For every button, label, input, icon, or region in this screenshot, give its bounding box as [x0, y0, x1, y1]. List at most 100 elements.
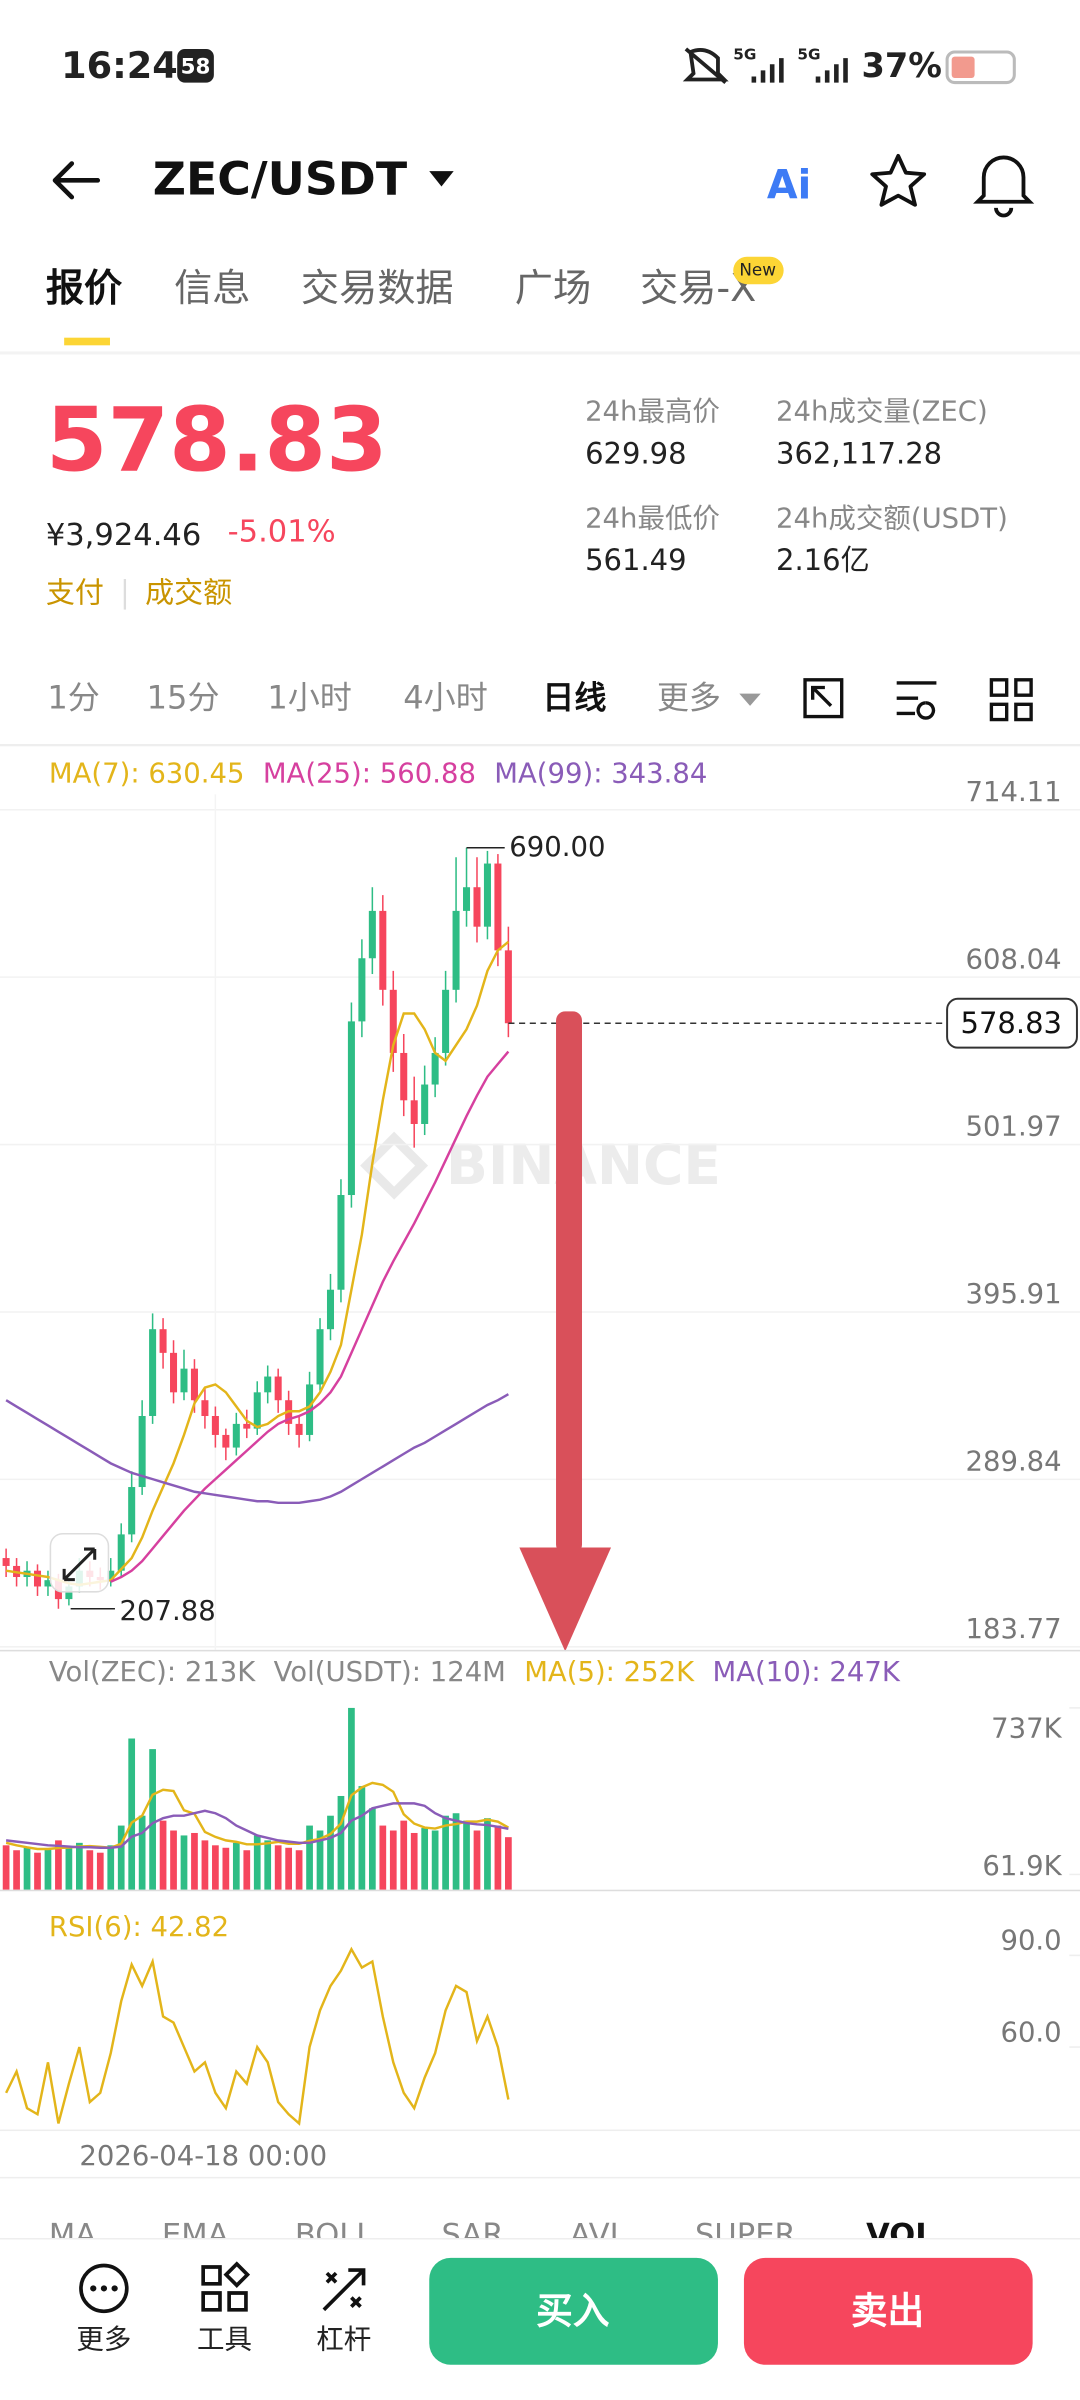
candle-body	[44, 1580, 52, 1587]
volume-bar	[201, 1840, 209, 1890]
volume-bar	[23, 1847, 31, 1890]
sell-button[interactable]	[743, 2257, 1033, 2365]
volume-bar	[191, 1832, 198, 1890]
nav-more[interactable]: 更多	[76, 2323, 131, 2355]
separator	[123, 579, 127, 610]
divider	[0, 2176, 1080, 2179]
stat-value: 362,117.28	[776, 436, 942, 470]
candle-body	[222, 1434, 230, 1448]
y-tick-label: 289.84	[965, 1446, 1061, 1478]
y-tick-label: 737K	[991, 1712, 1062, 1744]
favorite-button[interactable]	[870, 153, 927, 207]
candle-body	[379, 910, 387, 990]
interval[interactable]: 15分	[147, 679, 220, 717]
volume-bar	[348, 1707, 355, 1890]
candle-body	[65, 1586, 73, 1600]
volume-bar	[159, 1820, 167, 1890]
volume-bar	[463, 1820, 470, 1890]
volume-bar	[327, 1815, 334, 1890]
ai-button[interactable]: Ai	[767, 162, 811, 208]
stat-label: 24h成交额(USDT)	[776, 502, 1008, 534]
volume-bar	[75, 1842, 83, 1890]
y-tick-label: 608.04	[965, 943, 1061, 975]
tab[interactable]: 报价	[46, 267, 123, 311]
divider	[0, 1649, 1080, 1652]
mute-icon	[682, 47, 729, 85]
buy-button[interactable]	[429, 2257, 718, 2365]
volume-bar	[96, 1852, 104, 1890]
candle-body	[138, 1416, 146, 1488]
volume-bar	[232, 1842, 240, 1890]
candle-body	[368, 910, 376, 959]
interval[interactable]: 更多	[657, 679, 721, 717]
layout-icon[interactable]	[989, 678, 1033, 722]
tools-icon[interactable]	[201, 2261, 251, 2312]
tab[interactable]: 广场	[515, 267, 591, 311]
signal-icon	[751, 58, 784, 83]
stat-value: 561.49	[585, 543, 687, 577]
candle-body	[358, 958, 366, 1022]
annotation-arrow-shaft	[556, 1011, 583, 1554]
volume-bar	[452, 1813, 460, 1890]
network-label: 5G	[797, 46, 820, 64]
interval[interactable]: 日线	[542, 679, 606, 717]
leverage-icon[interactable]	[322, 2268, 366, 2312]
candle-body	[463, 887, 471, 911]
annotation-arrow-head	[519, 1547, 612, 1652]
volume-bar	[253, 1835, 261, 1890]
signal-icon	[815, 58, 848, 83]
volume-bar	[170, 1830, 177, 1890]
back-button[interactable]	[52, 161, 101, 200]
link-turnover[interactable]: 成交额	[145, 575, 232, 609]
candle-body	[400, 1052, 408, 1101]
low-label: 207.88	[120, 1595, 216, 1627]
volume-bar	[65, 1847, 73, 1890]
tab-bar: 报价 信息 交易数据 广场 交易-X	[46, 267, 757, 311]
alert-button[interactable]	[973, 155, 1035, 218]
volume-bar	[389, 1830, 397, 1890]
legend-item: RSI(6): 42.82	[49, 1911, 229, 1943]
volume-bar	[484, 1818, 491, 1890]
more-icon[interactable]	[79, 2263, 129, 2314]
candle-body	[253, 1392, 261, 1429]
volume-bar	[86, 1850, 94, 1890]
tab[interactable]: 交易数据	[301, 267, 454, 311]
status-badge-bg	[177, 48, 214, 83]
volume-bar	[379, 1825, 387, 1890]
more-dropdown[interactable]	[739, 693, 761, 706]
expand-icon	[62, 1547, 97, 1582]
y-tick-label: 61.9K	[982, 1850, 1062, 1882]
link-pay[interactable]: 支付	[46, 575, 104, 609]
chart-tools	[803, 678, 1033, 722]
interval[interactable]: 1小时	[267, 679, 352, 717]
settings-icon[interactable]	[896, 681, 937, 720]
buy-label: 买入	[536, 2289, 610, 2332]
last-price-box	[946, 997, 1078, 1049]
volume-bar	[34, 1852, 41, 1890]
volume-bar	[149, 1749, 156, 1890]
fullscreen-icon[interactable]	[803, 678, 844, 719]
y-tick-label: 60.0	[1000, 2016, 1061, 2048]
interval[interactable]: 1分	[47, 679, 99, 717]
volume-bar	[505, 1837, 512, 1890]
y-tick-label: 183.77	[965, 1613, 1061, 1645]
tab[interactable]: 信息	[174, 267, 250, 311]
volume-bar	[274, 1845, 282, 1890]
candle-body	[243, 1423, 251, 1429]
interval[interactable]: 4小时	[403, 679, 488, 717]
volume-bar	[222, 1847, 230, 1890]
candle-body	[326, 1289, 335, 1330]
pair-title[interactable]: ZEC/USDT	[153, 151, 407, 205]
y-tick-label: 714.11	[965, 776, 1061, 808]
volume-bar	[400, 1820, 408, 1890]
battery-fill	[951, 56, 975, 78]
nav-tools[interactable]: 工具	[197, 2323, 252, 2355]
legend-item: MA(99): 343.84	[494, 758, 707, 790]
nav-leverage[interactable]: 杠杆	[316, 2323, 371, 2355]
pair-dropdown[interactable]	[429, 171, 454, 187]
status-time: 16:24	[61, 44, 178, 87]
volume-bar	[13, 1850, 20, 1890]
last-price-tag: 578.83	[960, 1006, 1062, 1040]
status-badge: 58	[181, 54, 211, 79]
